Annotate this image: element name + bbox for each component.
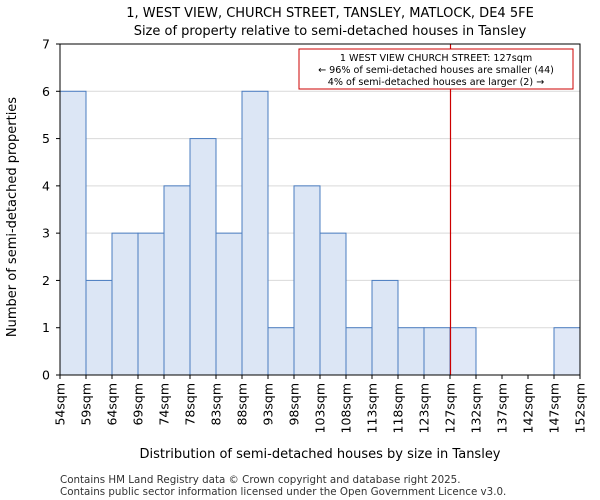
- x-tick-label-147sqm: 147sqm: [547, 383, 562, 433]
- x-tick-label-93sqm: 93sqm: [261, 383, 276, 426]
- footer-line-2: Contains public sector information licen…: [60, 486, 506, 498]
- chart-subtitle: Size of property relative to semi-detach…: [134, 24, 527, 39]
- footer-line-1: Contains HM Land Registry data © Crown c…: [60, 474, 461, 486]
- x-tick-label-78sqm: 78sqm: [183, 383, 198, 426]
- x-tick-label-113sqm: 113sqm: [365, 383, 380, 433]
- bar-74sqm: [163, 185, 191, 376]
- x-tick-label-123sqm: 123sqm: [417, 383, 432, 433]
- x-tick-label-152sqm: 152sqm: [573, 383, 588, 433]
- bar-59sqm: [85, 279, 113, 376]
- x-tick-label-132sqm: 132sqm: [469, 383, 484, 433]
- x-tick-label-108sqm: 108sqm: [339, 383, 354, 433]
- bar-54sqm: [59, 90, 87, 376]
- annotation-line-3: 4% of semi-detached houses are larger (2…: [328, 77, 545, 88]
- y-tick-label-3: 3: [42, 226, 50, 241]
- bar-108sqm: [345, 327, 373, 376]
- annotation-frame: [298, 48, 574, 90]
- x-tick-label-83sqm: 83sqm: [209, 383, 224, 426]
- x-tick-label-103sqm: 103sqm: [313, 383, 328, 433]
- bar-98sqm: [293, 185, 321, 376]
- x-tick-label-142sqm: 142sqm: [521, 383, 536, 433]
- x-axis-ticks: 54sqm 59sqm 64sqm 69sqm 74sqm 78sqm 83sqm 88sqm…: [53, 375, 588, 433]
- bar-64sqm: [111, 232, 139, 376]
- x-tick-label-118sqm: 118sqm: [391, 383, 406, 433]
- x-tick-label-74sqm: 74sqm: [157, 383, 172, 426]
- y-axis-label: Number of semi-detached properties: [5, 97, 20, 337]
- annotation-box: 1 WEST VIEW CHURCH STREET: 127sqm ← 96% …: [298, 48, 574, 90]
- y-tick-label-7: 7: [42, 37, 50, 52]
- bar-83sqm: [215, 232, 243, 376]
- x-tick-label-64sqm: 64sqm: [105, 383, 120, 426]
- x-tick-label-127sqm: 127sqm: [443, 383, 458, 433]
- x-tick-label-137sqm: 137sqm: [495, 383, 510, 433]
- bar-78sqm: [189, 138, 217, 376]
- bar-69sqm: [137, 232, 165, 376]
- annotation-line-2: ← 96% of semi-detached houses are smalle…: [318, 65, 554, 76]
- x-tick-label-59sqm: 59sqm: [79, 383, 94, 426]
- y-tick-label-2: 2: [42, 273, 50, 288]
- x-tick-label-69sqm: 69sqm: [131, 383, 146, 426]
- bar-93sqm: [267, 327, 295, 376]
- bar-127sqm: [449, 327, 477, 376]
- y-tick-label-4: 4: [42, 178, 50, 193]
- y-tick-label-1: 1: [42, 320, 50, 335]
- y-axis-ticks: 0 1 2 3 4 5 6 7: [42, 37, 60, 383]
- bar-series: [59, 90, 581, 376]
- x-tick-label-98sqm: 98sqm: [287, 383, 302, 426]
- x-axis-label: Distribution of semi-detached houses by …: [139, 447, 500, 462]
- y-tick-label-0: 0: [42, 368, 50, 383]
- bar-103sqm: [319, 232, 347, 376]
- bar-113sqm: [371, 279, 399, 376]
- annotation-line-1: 1 WEST VIEW CHURCH STREET: 127sqm: [340, 53, 532, 64]
- x-tick-label-88sqm: 88sqm: [235, 383, 250, 426]
- bar-118sqm: [397, 327, 425, 376]
- bar-147sqm: [553, 327, 581, 376]
- bar-123sqm: [423, 327, 451, 376]
- x-tick-label-54sqm: 54sqm: [53, 383, 68, 426]
- y-tick-label-6: 6: [42, 84, 50, 99]
- y-tick-label-5: 5: [42, 131, 50, 146]
- bar-88sqm: [241, 90, 269, 376]
- chart-title: 1, WEST VIEW, CHURCH STREET, TANSLEY, MA…: [126, 6, 534, 21]
